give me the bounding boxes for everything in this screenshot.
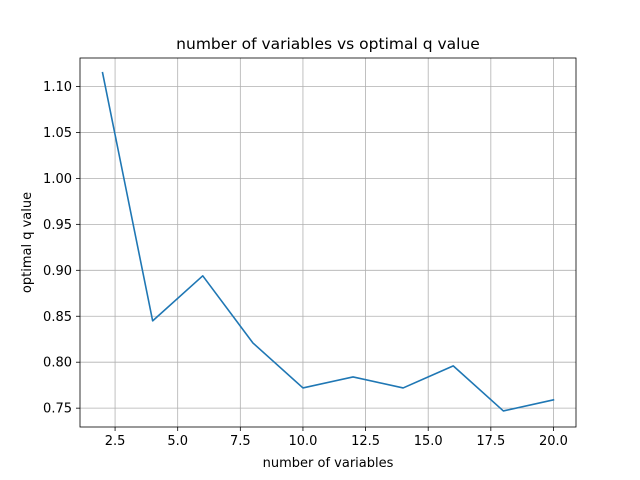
x-tick-label: 7.5	[230, 434, 251, 449]
y-tick-label: 1.05	[43, 126, 72, 141]
x-tick-label: 17.5	[476, 434, 505, 449]
chart-title: number of variables vs optimal q value	[176, 35, 480, 53]
x-tick-label: 10.0	[288, 434, 317, 449]
x-axis-label: number of variables	[263, 456, 394, 471]
plot-frame	[79, 57, 577, 428]
y-axis-label: optimal q value	[20, 192, 35, 293]
x-tick-label: 5.0	[167, 434, 188, 449]
series-layer	[101, 71, 555, 412]
y-tick-label: 1.00	[43, 172, 72, 187]
y-tick-label: 0.75	[43, 402, 72, 417]
y-tick-label: 0.85	[43, 310, 72, 325]
y-tick-label: 0.95	[43, 218, 72, 233]
x-tick-label: 12.5	[351, 434, 380, 449]
x-tick-label: 2.5	[105, 434, 126, 449]
series-line	[101, 71, 555, 412]
x-tick-label: 15.0	[414, 434, 443, 449]
x-tick-label: 20.0	[539, 434, 568, 449]
y-tick-label: 0.80	[43, 356, 72, 371]
grid	[80, 58, 576, 427]
y-axis: 0.75 0.80 0.85 0.90 0.95 1.00 1.05 1.10	[43, 80, 80, 417]
y-tick-label: 1.10	[43, 80, 72, 95]
x-axis: 2.5 5.0 7.5 10.0 12.5 15.0 17.5 20.0	[105, 427, 568, 449]
y-tick-label: 0.90	[43, 264, 72, 279]
